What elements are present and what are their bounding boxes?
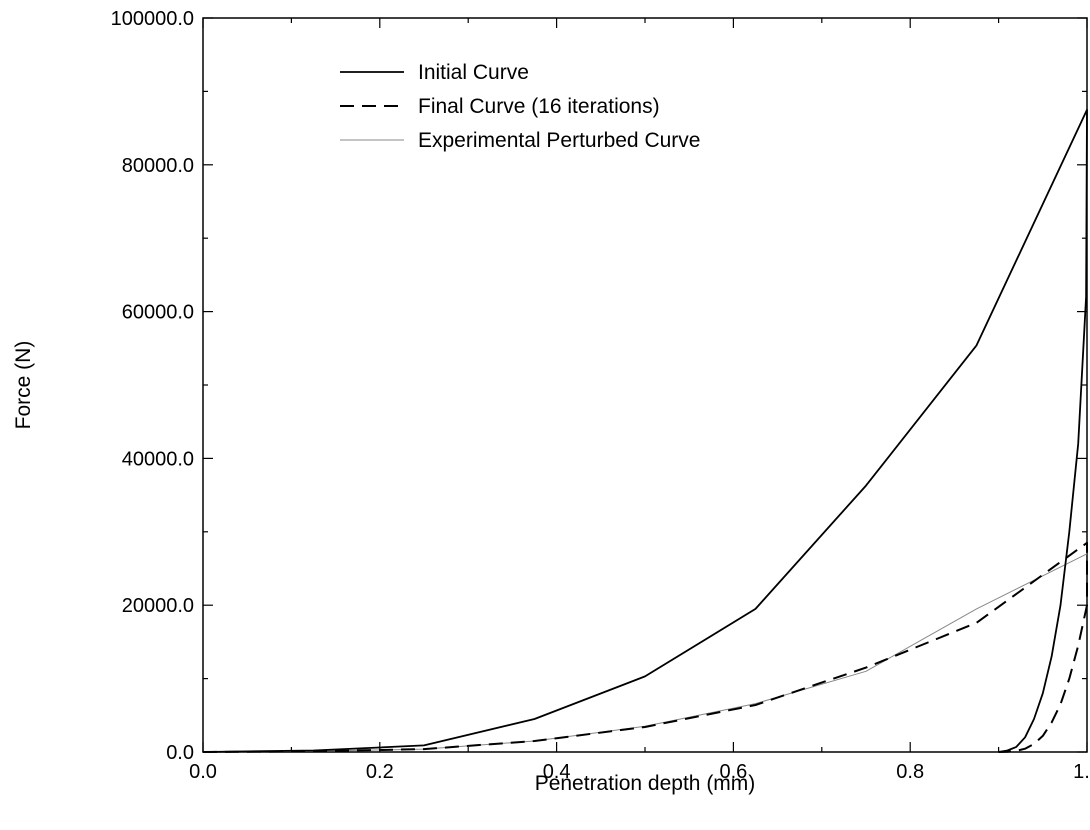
x-tick-label: 0.8: [896, 761, 924, 783]
y-axis-label: Force (N): [12, 341, 35, 430]
axis-ticks: 0.0 0.2 0.4 0.6 0.8 1.0 0.0 20000.0 40000.0 60000…: [111, 8, 1090, 783]
x-tick-label: 1.0: [1073, 761, 1090, 783]
x-tick-label: 0.0: [189, 761, 217, 783]
series-layer: [202, 108, 1088, 753]
series-line-final-curve-16-iterations: [202, 541, 1088, 753]
y-tick-label: 20000.0: [122, 595, 194, 617]
x-tick-label: 0.2: [366, 761, 394, 783]
y-tick-label: 0.0: [166, 742, 194, 764]
y-tick-label: 60000.0: [122, 302, 194, 324]
legend-label-initial-curve: Initial Curve: [418, 61, 529, 84]
series-line-experimental-perturbed-curve: [202, 553, 1088, 753]
legend-label-final-curve-16-iterations: Final Curve (16 iterations): [418, 95, 660, 118]
legend-label-experimental-perturbed-curve: Experimental Perturbed Curve: [418, 129, 700, 152]
series-line-initial-curve: [202, 108, 1088, 753]
y-tick-label: 40000.0: [122, 448, 194, 470]
y-tick-label: 100000.0: [111, 8, 194, 30]
y-tick-label: 80000.0: [122, 155, 194, 177]
x-axis-label: Penetration depth (mm): [535, 772, 756, 795]
x-tick-label: 0.4: [543, 761, 571, 783]
x-tick-label: 0.6: [719, 761, 747, 783]
legend: Initial Curve Final Curve (16 iterations)…: [340, 61, 700, 152]
